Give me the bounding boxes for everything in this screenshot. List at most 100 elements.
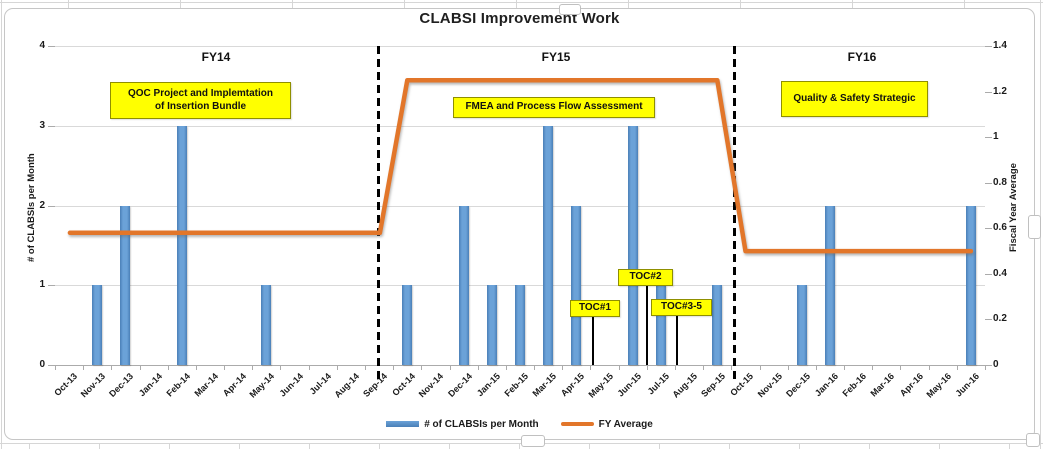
worksheet-gridline (869, 443, 870, 449)
worksheet-gridline (0, 2, 1043, 3)
worksheet-gridline (309, 443, 310, 449)
worksheet-gridline (729, 443, 730, 449)
x-axis-tick (534, 366, 536, 370)
left-axis-tick (48, 205, 55, 207)
legend-label: # of CLABSIs per Month (424, 418, 539, 430)
left-axis-tick (48, 125, 55, 127)
x-axis-tick (83, 366, 85, 370)
legend-item[interactable]: # of CLABSIs per Month (386, 418, 539, 430)
worksheet-gridline (1, 0, 2, 449)
chart-frame[interactable] (4, 8, 1035, 440)
callout-text: FMEA and Process Flow Assessment (465, 101, 643, 113)
resize-handle-corner[interactable] (1026, 433, 1040, 447)
clabsi-bar[interactable] (486, 285, 497, 365)
clabsi-bar[interactable] (825, 205, 835, 365)
clabsi-bar[interactable] (712, 285, 723, 365)
worksheet-gridline (1009, 443, 1010, 449)
clabsi-bar[interactable] (655, 285, 666, 365)
x-axis-tick (421, 366, 423, 370)
right-axis-tick-label: 0 (993, 359, 999, 370)
qoc-box[interactable]: QOC Project and Implemtation of Insertion… (110, 82, 291, 119)
clabsi-bar[interactable] (120, 205, 131, 365)
x-axis-tick (731, 366, 733, 370)
worksheet-gridline (852, 0, 853, 8)
x-axis-tick (393, 366, 395, 370)
right-axis-tick (985, 137, 992, 139)
gridline (55, 125, 985, 127)
callout-line (592, 315, 594, 365)
x-axis-tick (449, 366, 451, 370)
x-axis-tick (167, 366, 169, 370)
worksheet-gridline (939, 443, 940, 449)
right-axis-tick (985, 319, 992, 321)
right-axis-tick (985, 273, 992, 275)
callout-text: QOC Project and Implemtation (127, 88, 274, 99)
clabsi-bar[interactable] (402, 285, 413, 365)
clabsi-bar[interactable] (796, 285, 807, 365)
worksheet-gridline (589, 443, 590, 449)
clabsi-bar[interactable] (543, 125, 554, 365)
clabsi-bar[interactable] (261, 285, 272, 365)
toc3-5-box[interactable]: TOC#3-5 (651, 299, 712, 316)
quality-safety-box[interactable]: Quality & Safety Strategic (781, 81, 928, 117)
x-axis-tick (505, 366, 507, 370)
plot-area: 0 1 2 3 4 0 0.2 0.4 0.6 0.8 1 1.2 1.4 Oct-13 Nov-13 Dec… (39, 40, 1006, 400)
right-axis-tick (985, 91, 992, 93)
x-axis-tick (365, 366, 366, 370)
right-axis-tick (985, 46, 992, 47)
resize-handle-bottom[interactable] (521, 435, 545, 447)
right-axis-tick (985, 182, 992, 184)
fy-average-line[interactable] (55, 46, 985, 365)
x-axis-tick (562, 366, 564, 370)
left-axis-tick-label: 3 (39, 119, 45, 131)
right-axis-tick-label: 1 (993, 131, 999, 143)
worksheet-gridline (799, 443, 800, 449)
x-axis-tick (195, 366, 197, 370)
clabsi-bar[interactable] (627, 125, 638, 365)
callout-text: Quality & Safety Strategic (793, 92, 916, 104)
toc2-box[interactable]: TOC#2 (618, 269, 673, 286)
x-axis-line (55, 365, 985, 366)
right-axis-tick-label: 0.4 (993, 267, 1007, 279)
fy-section-label: FY14 (201, 50, 231, 64)
x-axis-tick (111, 366, 113, 370)
bar-swatch-icon (386, 421, 420, 427)
worksheet-gridline (169, 443, 170, 449)
worksheet-gridline (68, 0, 69, 8)
left-axis-tick (48, 365, 55, 366)
x-axis-tick (646, 366, 648, 370)
callout-line (646, 284, 648, 365)
fmea-box[interactable]: FMEA and Process Flow Assessment (453, 97, 655, 118)
left-axis-tick (48, 46, 55, 47)
x-axis-tick (308, 366, 310, 370)
x-axis-tick (139, 366, 141, 370)
fy-section-label: FY16 (847, 50, 877, 64)
clabsi-bar[interactable] (515, 285, 525, 365)
callout-line (676, 314, 678, 365)
right-axis-tick-label: 0.8 (993, 176, 1007, 188)
left-axis-tick-label: 2 (39, 199, 45, 211)
toc1-box[interactable]: TOC#1 (570, 300, 620, 317)
resize-handle-top[interactable] (559, 4, 581, 15)
callout-text: of Insertion Bundle (154, 100, 247, 112)
clabsi-bar[interactable] (965, 205, 976, 365)
legend-item[interactable]: FY Average (560, 419, 653, 430)
worksheet-gridline (740, 0, 741, 8)
x-axis-tick (872, 366, 874, 370)
x-axis-tick (280, 366, 282, 370)
clabsi-bar[interactable] (571, 205, 582, 365)
right-axis-tick-label: 1.2 (993, 85, 1007, 97)
clabsi-bar[interactable] (458, 205, 469, 365)
left-axis-tick-label: 4 (39, 40, 45, 51)
x-axis-tick (336, 366, 338, 370)
worksheet-gridline (516, 0, 517, 8)
worksheet-gridline (964, 0, 965, 8)
left-axis-tick-label: 1 (39, 279, 45, 291)
x-axis-tick (252, 366, 254, 370)
worksheet-gridline (659, 443, 660, 449)
clabsi-bar[interactable] (92, 285, 103, 365)
clabsi-bar[interactable] (176, 125, 187, 365)
resize-handle-right[interactable] (1028, 215, 1041, 239)
line-swatch-icon (560, 422, 594, 426)
x-axis-tick (985, 366, 986, 370)
